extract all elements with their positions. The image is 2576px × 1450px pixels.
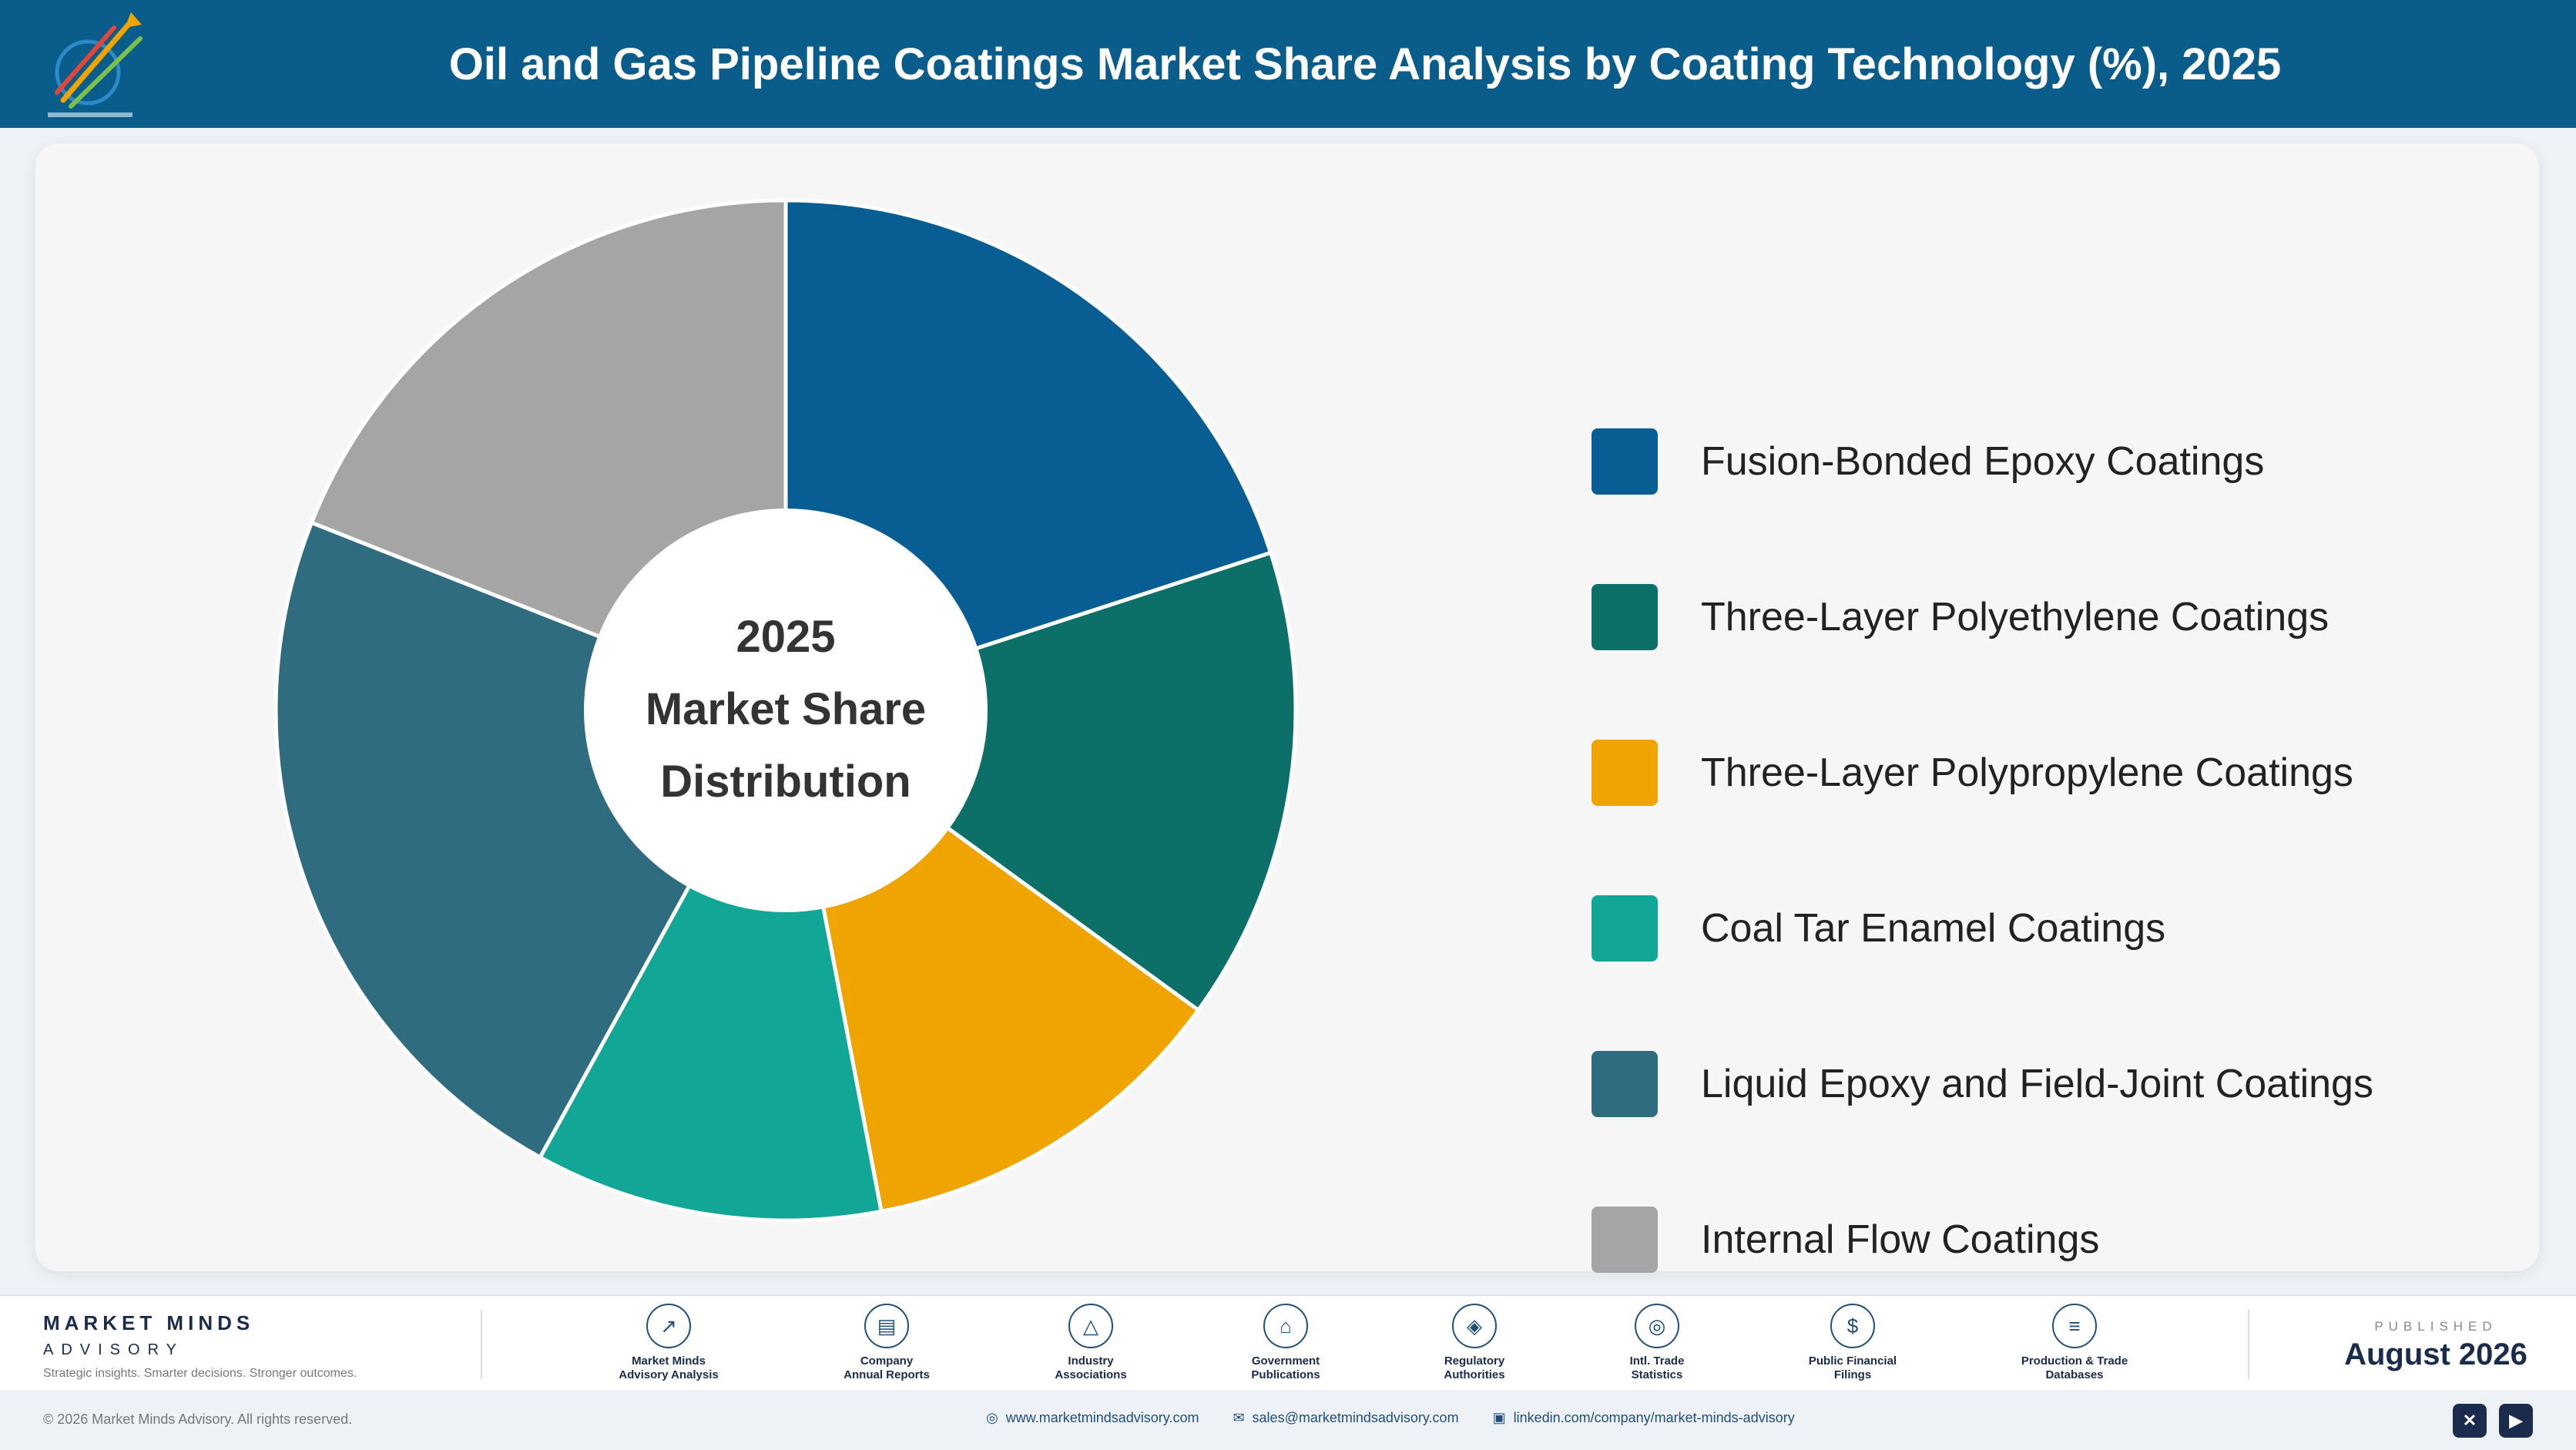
source-label: Company Annual Reports (844, 1354, 930, 1381)
email-text: sales@marketmindsadvisory.com (1252, 1410, 1459, 1425)
footer-divider (2248, 1310, 2249, 1379)
legend-swatch (1592, 428, 1658, 495)
legend-swatch (1592, 1051, 1658, 1117)
email-link[interactable]: ✉ sales@marketmindsadvisory.com (1233, 1410, 1458, 1426)
source-item[interactable]: ≡ Production & Trade Databases (1997, 1304, 2152, 1382)
legend-swatch (1592, 895, 1658, 962)
legend-label: Three-Layer Polypropylene Coatings (1701, 750, 2353, 795)
social-buttons: ✕ ▶ (2453, 1404, 2533, 1438)
legend-label: Coal Tar Enamel Coatings (1701, 906, 2166, 951)
rocket-logo-icon (48, 12, 143, 117)
legend-item[interactable]: Three-Layer Polyethylene Coatings (1592, 584, 2329, 650)
legend-label: Fusion-Bonded Epoxy Coatings (1701, 439, 2265, 484)
page-title: Oil and Gas Pipeline Coatings Market Sha… (448, 39, 2282, 89)
footer-divider (481, 1310, 482, 1379)
legend-swatch (1592, 740, 1658, 806)
source-item[interactable]: ▤ Company Annual Reports (810, 1304, 964, 1382)
center-label-line3: Distribution (660, 757, 911, 807)
chart-card: 2025 Market Share Distribution Fusion-Bo… (35, 143, 2539, 1273)
website-link[interactable]: ◎ www.marketmindsadvisory.com (986, 1410, 1199, 1426)
brand-block: MARKET MINDS ADVISORY Strategic insights… (43, 1311, 357, 1381)
donut-chart: 2025 Market Share Distribution (273, 198, 1298, 1223)
source-label: Industry Associations (1055, 1354, 1127, 1381)
pie-slice-three-layer-polyethylene-coatings[interactable] (781, 550, 1298, 1013)
brand-name: MARKET MINDS (43, 1311, 255, 1334)
copyright-text: © 2026 Market Minds Advisory. All rights… (43, 1411, 353, 1427)
contact-links: ◎ www.marketmindsadvisory.com ✉ sales@ma… (986, 1410, 1795, 1426)
published-date: August 2026 (2344, 1338, 2527, 1371)
source-item[interactable]: ◈ Regulatory Authorities (1397, 1304, 1551, 1382)
globe-icon: ◎ (986, 1410, 998, 1425)
bottom-bar: © 2026 Market Minds Advisory. All rights… (0, 1390, 2576, 1450)
brand-subtitle: ADVISORY (43, 1341, 184, 1358)
source-item[interactable]: ⌂ Government Publications (1209, 1304, 1363, 1382)
legend-item[interactable]: Coal Tar Enamel Coatings (1592, 895, 2165, 962)
legend-item[interactable]: Internal Flow Coatings (1592, 1207, 2099, 1273)
youtube-icon[interactable]: ▶ (2499, 1404, 2533, 1438)
legend-swatch (1592, 584, 1658, 650)
published-block: PUBLISHED August 2026 (2336, 1319, 2536, 1372)
government-building-icon: ⌂ (1263, 1304, 1308, 1348)
x-icon[interactable]: ✕ (2453, 1404, 2487, 1438)
network-icon: △ (1068, 1304, 1113, 1348)
website-text: www.marketmindsadvisory.com (1005, 1410, 1199, 1425)
document-icon: ▤ (864, 1304, 909, 1348)
legend-label: Three-Layer Polyethylene Coatings (1701, 595, 2329, 639)
legend-item[interactable]: Three-Layer Polypropylene Coatings (1592, 740, 2353, 806)
linkedin-icon: ▣ (1492, 1410, 1506, 1425)
source-label: Regulatory Authorities (1444, 1354, 1505, 1381)
source-label: Intl. Trade Statistics (1629, 1354, 1685, 1381)
center-label-line2: Market Share (646, 684, 926, 734)
legend-item[interactable]: Fusion-Bonded Epoxy Coatings (1592, 428, 2264, 495)
source-item[interactable]: ↗ Market Minds Advisory Analysis (592, 1304, 746, 1382)
dollar-icon: $ (1830, 1304, 1875, 1348)
legend-swatch (1592, 1207, 1658, 1273)
header-bar: Oil and Gas Pipeline Coatings Market Sha… (0, 0, 2576, 128)
source-label: Public Financial Filings (1808, 1354, 1897, 1381)
database-icon: ≡ (2052, 1304, 2097, 1348)
legend-label: Liquid Epoxy and Field-Joint Coatings (1701, 1062, 2373, 1106)
source-label: Government Publications (1251, 1354, 1320, 1381)
legend-item[interactable]: Liquid Epoxy and Field-Joint Coatings (1592, 1051, 2373, 1117)
donut-hole (584, 509, 988, 912)
brand-tagline: Strategic insights. Smarter decisions. S… (43, 1367, 357, 1380)
sources-list: ↗ Market Minds Advisory Analysis ▤ Company An… (539, 1304, 2142, 1388)
center-label-year: 2025 (736, 612, 835, 662)
source-item[interactable]: △ Industry Associations (1014, 1304, 1168, 1382)
linkedin-text: linkedin.com/company/market-minds-adviso… (1513, 1410, 1795, 1425)
chart-line-icon: ↗ (646, 1304, 691, 1348)
footer: MARKET MINDS ADVISORY Strategic insights… (0, 1294, 2576, 1390)
linkedin-link[interactable]: ▣ linkedin.com/company/market-minds-advi… (1493, 1410, 1795, 1426)
source-item[interactable]: ◎ Intl. Trade Statistics (1580, 1304, 1734, 1382)
shield-icon: ◈ (1452, 1304, 1497, 1348)
mail-icon: ✉ (1233, 1410, 1245, 1425)
source-item[interactable]: $ Public Financial Filings (1776, 1304, 1930, 1382)
published-label: PUBLISHED (2374, 1319, 2497, 1334)
source-label: Market Minds Advisory Analysis (619, 1354, 719, 1381)
globe-icon: ◎ (1635, 1304, 1679, 1348)
legend-label: Internal Flow Coatings (1701, 1217, 2100, 1262)
source-label: Production & Trade Databases (2021, 1354, 2128, 1381)
